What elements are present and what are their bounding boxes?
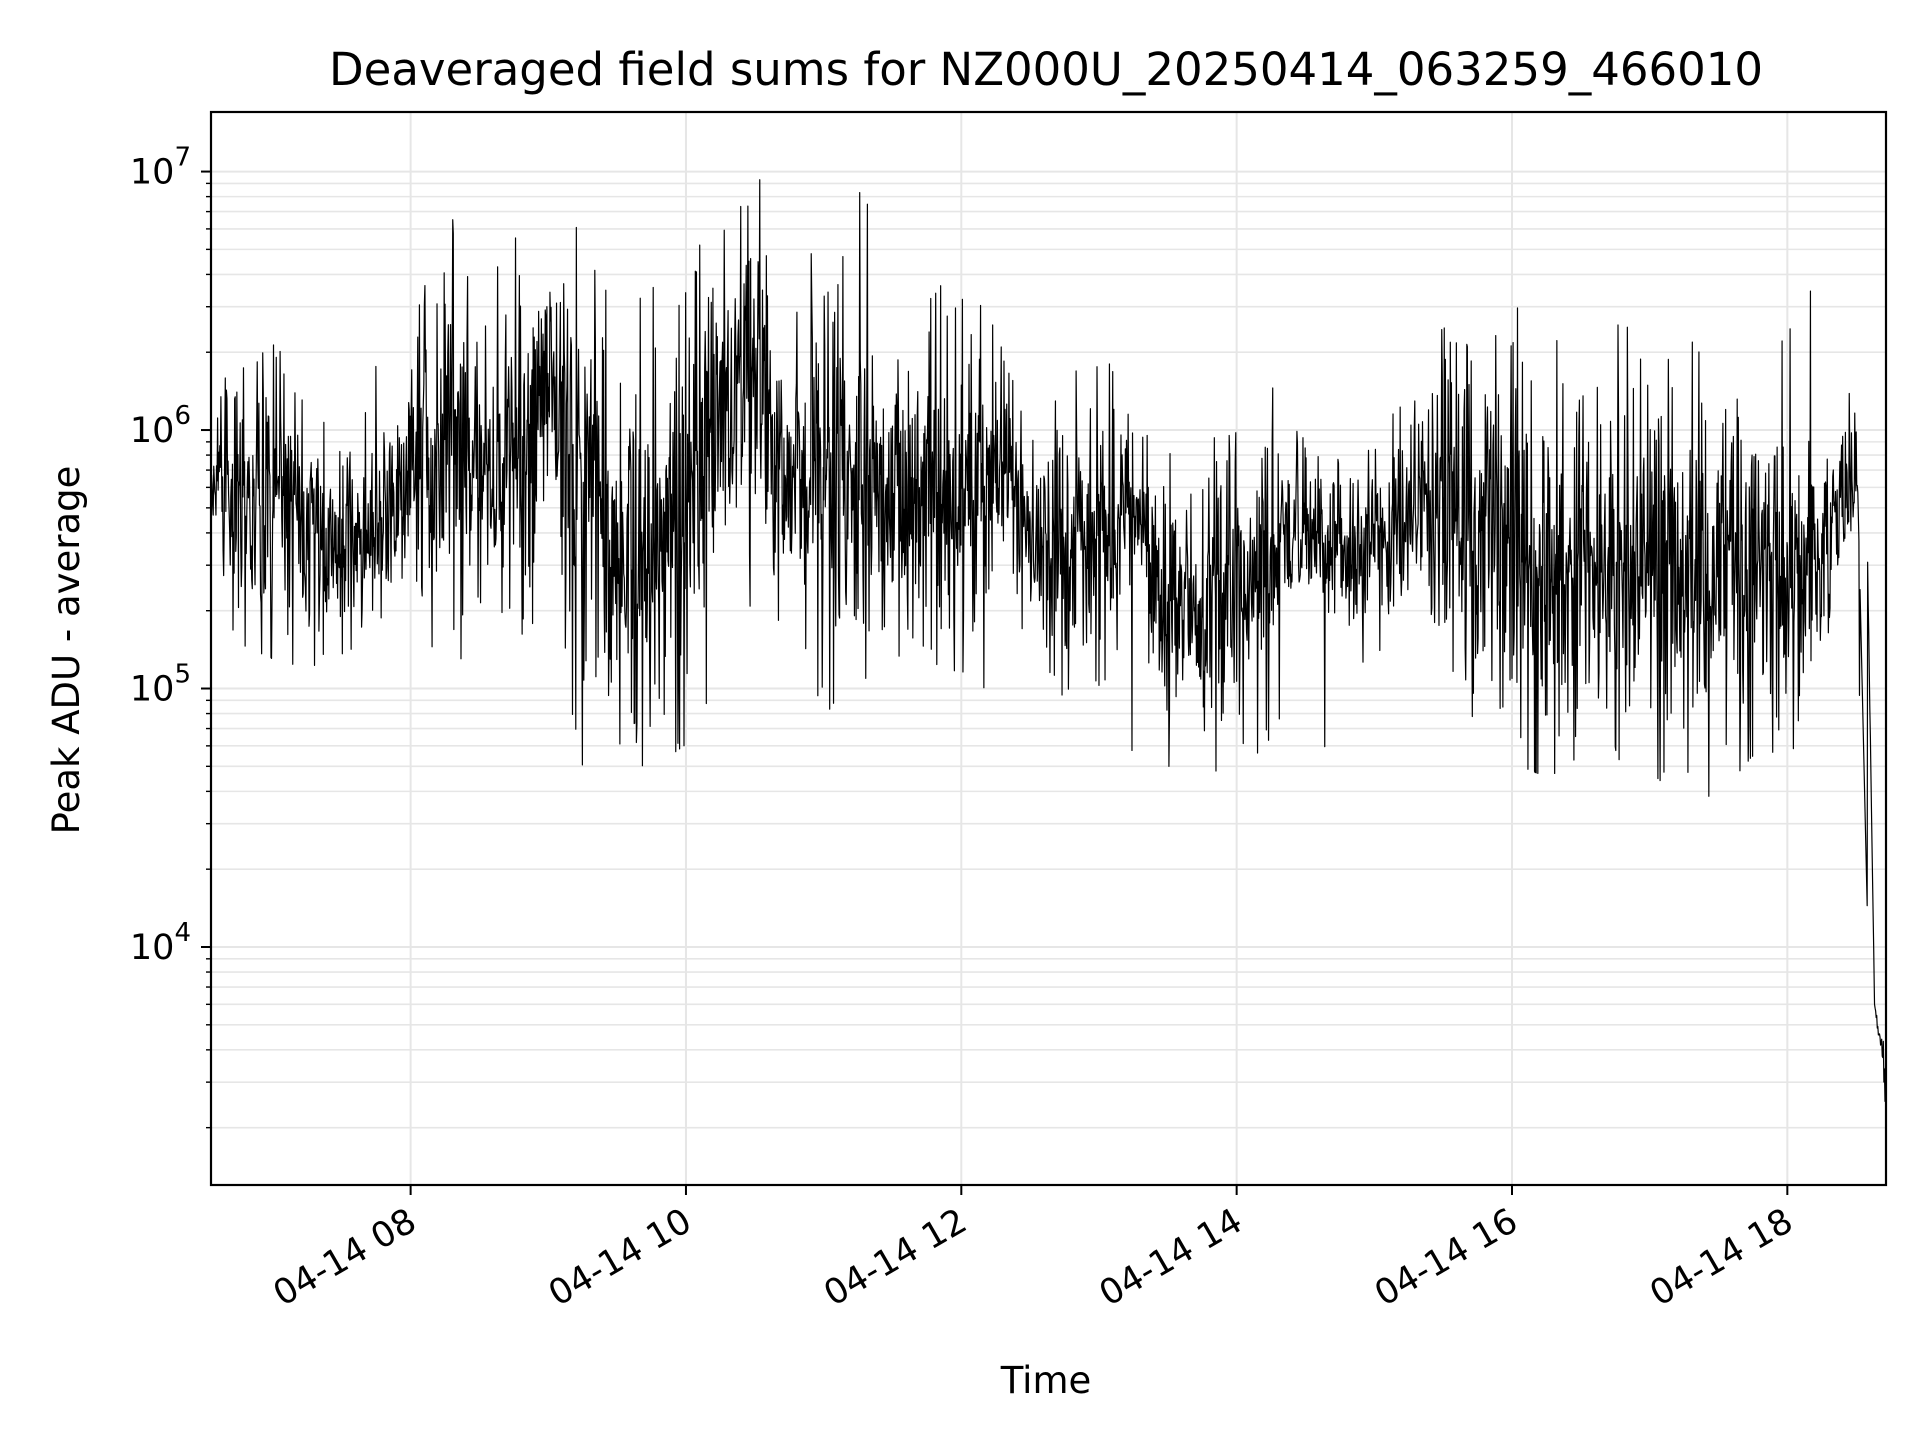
y-tick-label-exponent: 7 <box>174 143 191 173</box>
y-tick-label-base: 10 <box>130 411 175 451</box>
y-tick-label-base: 10 <box>130 153 175 193</box>
y-tick-label-exponent: 4 <box>174 918 191 948</box>
y-axis-label: Peak ADU - average <box>45 466 88 835</box>
chart-title: Deaveraged field sums for NZ000U_2025041… <box>329 43 1763 96</box>
y-tick-label-exponent: 6 <box>174 401 191 431</box>
x-axis-label: Time <box>1000 1359 1092 1402</box>
y-tick-label: 104 <box>130 918 191 968</box>
y-tick-label: 106 <box>130 401 191 451</box>
series-layer <box>210 179 1887 1102</box>
y-tick-label: 105 <box>130 660 191 710</box>
y-tick-label-base: 10 <box>130 928 175 968</box>
plot-area-frame <box>209 110 1888 1187</box>
y-tick-label-base: 10 <box>130 670 175 710</box>
y-tick-label-exponent: 5 <box>174 660 191 690</box>
series-line <box>210 179 1887 1102</box>
y-tick-label: 107 <box>130 143 191 193</box>
